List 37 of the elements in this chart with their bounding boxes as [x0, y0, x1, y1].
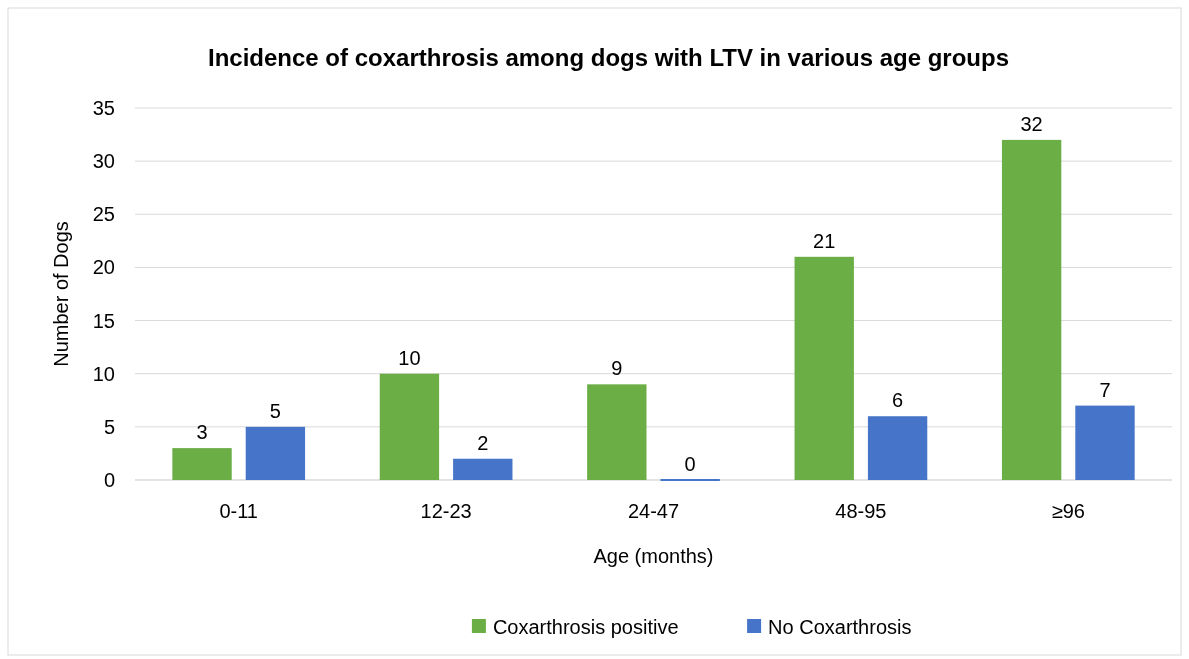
bar	[245, 426, 306, 480]
data-label: 7	[1099, 378, 1111, 401]
y-tick-label: 20	[92, 256, 115, 279]
bar	[794, 256, 854, 480]
data-label: 2	[477, 431, 489, 454]
data-label: 0	[684, 453, 696, 475]
chart-title: Incidence of coxarthrosis among dogs with LTV in various age groups	[207, 44, 1010, 71]
x-tick-label: 12-23	[420, 500, 472, 522]
bar	[379, 373, 440, 480]
y-tick-label: 0	[103, 469, 115, 491]
data-label: 10	[398, 346, 421, 369]
y-tick-label: 10	[92, 362, 115, 385]
x-tick-label: 48-95	[835, 500, 887, 522]
x-axis-title: Age (months)	[593, 545, 714, 567]
legend-label: Coxarthrosis positive	[492, 616, 679, 638]
bar	[453, 458, 513, 480]
y-tick-label: 25	[92, 203, 115, 226]
y-tick-label: 30	[92, 150, 115, 173]
bar	[1001, 139, 1062, 480]
bar	[1075, 405, 1135, 480]
data-label: 32	[1020, 112, 1043, 135]
data-label: 6	[892, 389, 904, 412]
x-tick-label: 24-47	[627, 500, 680, 522]
x-tick-label: 0-11	[219, 500, 258, 522]
legend-label: No Coxarthrosis	[768, 616, 912, 638]
bar	[587, 384, 647, 480]
x-tick-label: ≥96	[1051, 500, 1085, 522]
bar	[867, 416, 928, 480]
y-tick-label: 15	[92, 309, 115, 332]
data-label: 21	[813, 229, 836, 252]
bar	[172, 448, 232, 480]
data-label: 9	[611, 357, 623, 380]
data-label: 5	[269, 399, 281, 422]
y-tick-label: 35	[92, 97, 115, 119]
data-label: 3	[196, 421, 208, 444]
y-axis-title: Number of Dogs	[50, 221, 72, 367]
y-tick-label: 5	[103, 415, 115, 438]
